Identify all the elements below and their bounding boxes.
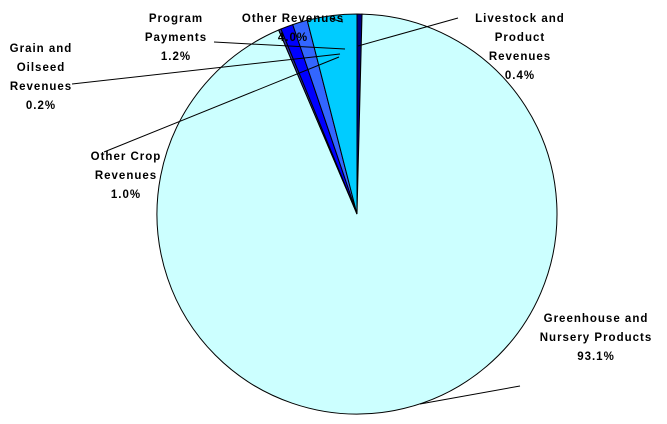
slice-value: 1.2% xyxy=(160,51,192,63)
slice-value: 0.2% xyxy=(25,100,57,112)
slice-name: Other Revenues xyxy=(241,13,345,25)
slice-name: Livestock and Product Revenues xyxy=(475,13,565,63)
pie-slice xyxy=(306,13,358,215)
slice-name: Program Payments xyxy=(144,13,208,44)
slice-name: Other Crop Revenues xyxy=(90,151,162,182)
slice-name: Grain and Oilseed Revenues xyxy=(9,43,73,93)
slice-label: Grain and Oilseed Revenues 0.2% xyxy=(0,40,82,116)
leader-line xyxy=(103,56,340,153)
slice-value: 93.1% xyxy=(577,351,615,363)
slice-name: Greenhouse and Nursery Products xyxy=(539,313,653,344)
slice-label: Other Crop Revenues 1.0% xyxy=(78,148,174,205)
leader-line xyxy=(213,41,346,50)
leader-line xyxy=(357,17,459,47)
slice-value: 0.4% xyxy=(504,70,536,82)
slice-label: Greenhouse and Nursery Products 93.1% xyxy=(528,310,664,367)
leader-line xyxy=(419,385,521,405)
slice-label: Livestock and Product Revenues 0.4% xyxy=(462,10,578,86)
slice-label: Other Revenues 4.0% xyxy=(220,10,366,48)
slice-value: 4.0% xyxy=(277,32,309,44)
leader-line xyxy=(71,53,341,85)
leader-line xyxy=(331,18,344,23)
slice-value: 1.0% xyxy=(110,189,142,201)
slice-label: Program Payments 1.2% xyxy=(128,10,224,67)
